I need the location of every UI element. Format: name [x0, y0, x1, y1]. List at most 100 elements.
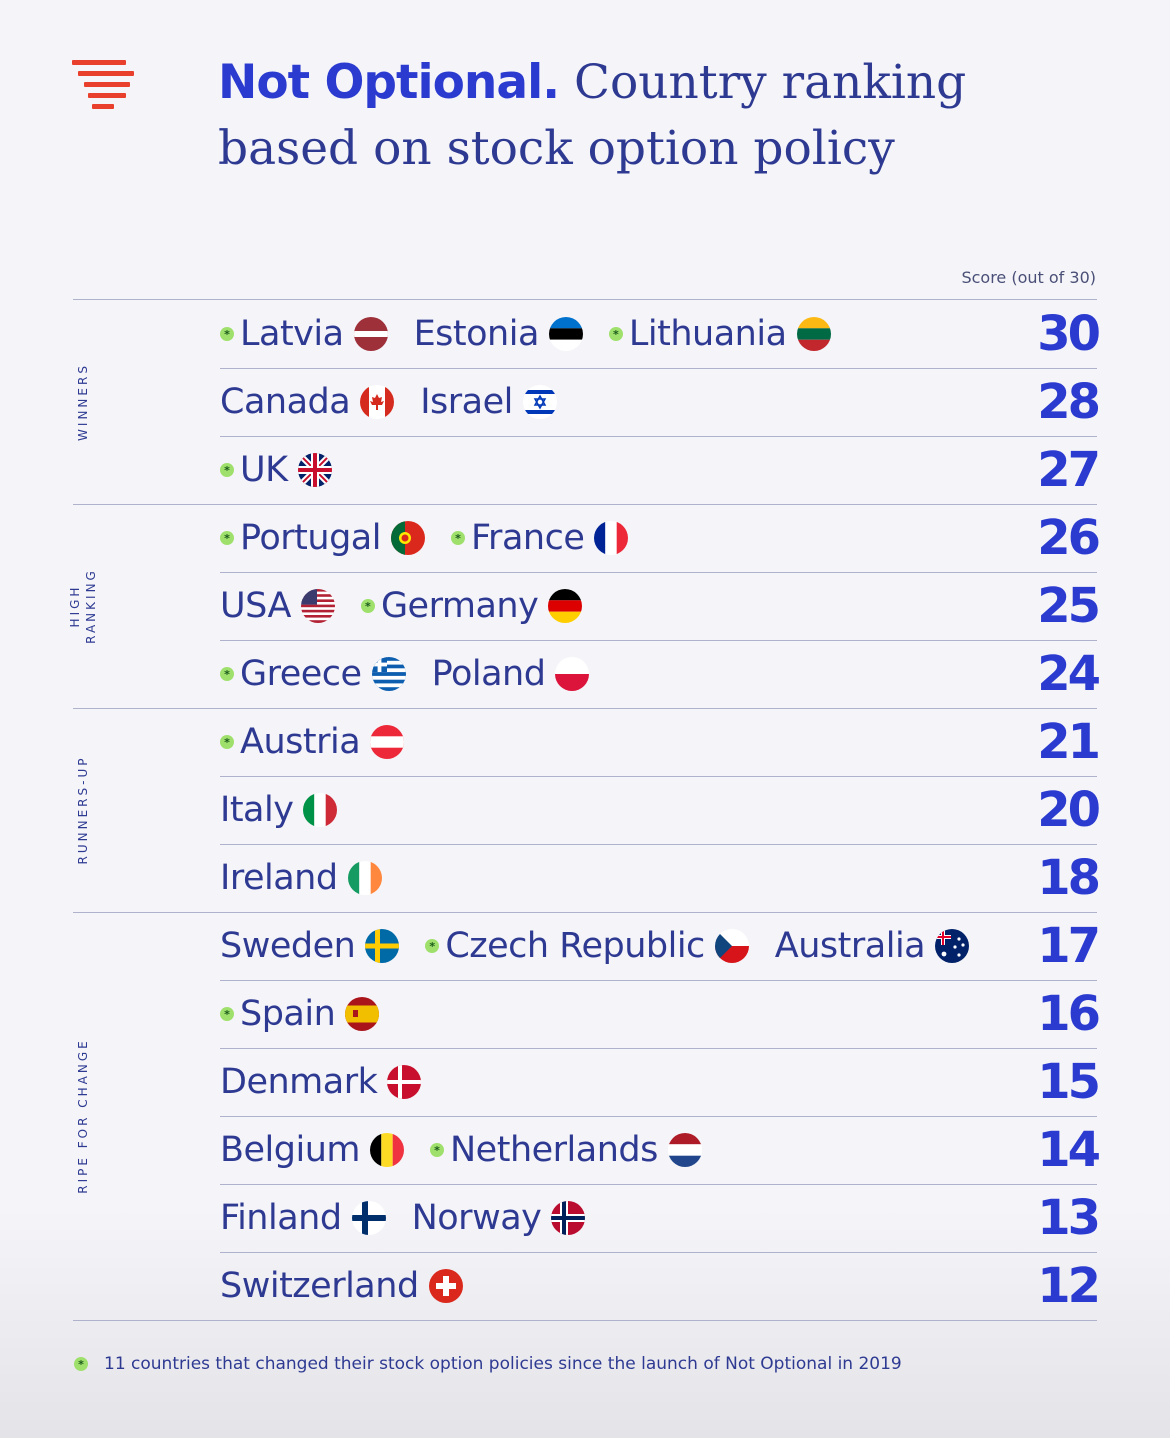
table-row: Italy 20: [220, 776, 1101, 844]
country-item: * UK: [220, 450, 332, 490]
spain-flag-icon: [345, 997, 380, 1031]
country-name: Canada: [220, 382, 351, 422]
page-title: Not Optional. Country ranking based on s…: [218, 50, 1118, 182]
score-value: 21: [1037, 714, 1101, 770]
table-row: Ireland 18: [220, 844, 1101, 912]
country-list: Denmark: [220, 1048, 447, 1116]
table-row: Sweden * Czech Republic Australia 17: [220, 912, 1101, 980]
title-bold: Not Optional.: [218, 55, 560, 110]
row-divider: [220, 368, 1097, 369]
score-value: 16: [1037, 986, 1101, 1042]
poland-flag-icon: [555, 657, 590, 691]
country-item: Estonia: [414, 314, 583, 354]
netherlands-flag-icon: [667, 1133, 702, 1167]
canada-flag-icon: [360, 385, 395, 419]
portugal-flag-icon: [390, 521, 425, 555]
title-line1: Country ranking: [559, 55, 967, 110]
country-name: Norway: [411, 1198, 542, 1238]
table-row: Belgium * Netherlands 14: [220, 1116, 1101, 1184]
score-column-header: Score (out of 30): [961, 268, 1096, 287]
country-item: Denmark: [220, 1062, 422, 1102]
latvia-flag-icon: [353, 317, 388, 351]
table-row: * UK 27: [220, 436, 1101, 504]
group-divider: [73, 708, 1097, 709]
star-icon: *: [360, 599, 375, 613]
country-item: Canada: [220, 382, 395, 422]
row-divider: [220, 1116, 1097, 1117]
country-item: * Germany: [360, 586, 583, 626]
country-item: * Austria: [220, 722, 405, 762]
score-value: 30: [1037, 306, 1101, 362]
country-list: Switzerland: [220, 1252, 489, 1320]
table-row: * Latvia Estonia * Lithuania 30: [220, 300, 1101, 368]
country-item: Australia: [775, 926, 970, 966]
group-divider: [73, 1320, 1097, 1321]
row-divider: [220, 572, 1097, 573]
country-item: * Czech Republic: [425, 926, 749, 966]
country-name: Finland: [220, 1198, 342, 1238]
czech-flag-icon: [714, 929, 749, 963]
table-row: Finland Norway 13: [220, 1184, 1101, 1252]
table-row: Denmark 15: [220, 1048, 1101, 1116]
country-list: Canada Israel: [220, 368, 583, 436]
country-name: Italy: [220, 790, 294, 830]
country-name: Spain: [240, 994, 336, 1034]
score-value: 18: [1037, 850, 1101, 906]
row-divider: [220, 1184, 1097, 1185]
group-label: HIGH RANKING: [68, 568, 98, 644]
star-icon: *: [74, 1357, 88, 1371]
country-list: Italy: [220, 776, 363, 844]
country-name: Ireland: [220, 858, 338, 898]
row-divider: [220, 640, 1097, 641]
country-list: * Portugal * France: [220, 504, 654, 572]
country-item: * Latvia: [220, 314, 388, 354]
lithuania-flag-icon: [796, 317, 831, 351]
country-item: Poland: [432, 654, 590, 694]
row-divider: [220, 844, 1097, 845]
table-row: * Portugal * France 26: [220, 504, 1101, 572]
country-name: USA: [220, 586, 291, 626]
israel-flag-icon: [522, 385, 557, 419]
country-name: Austria: [240, 722, 361, 762]
country-name: Belgium: [220, 1130, 361, 1170]
country-list: USA * Germany: [220, 572, 608, 640]
country-item: Italy: [220, 790, 338, 830]
table-row: USA * Germany 25: [220, 572, 1101, 640]
france-flag-icon: [594, 521, 629, 555]
table-row: * Spain 16: [220, 980, 1101, 1048]
row-divider: [220, 776, 1097, 777]
country-name: Israel: [420, 382, 513, 422]
logo-icon: [72, 60, 134, 110]
group-divider: [73, 299, 1097, 300]
country-name: Greece: [240, 654, 362, 694]
country-item: * Spain: [220, 994, 380, 1034]
row-divider: [220, 1252, 1097, 1253]
country-name: Portugal: [240, 518, 381, 558]
row-divider: [220, 436, 1097, 437]
country-item: Ireland: [220, 858, 382, 898]
star-icon: *: [220, 463, 234, 477]
country-item: Finland: [220, 1198, 386, 1238]
belgium-flag-icon: [370, 1133, 404, 1167]
table-row: Canada Israel 28: [220, 368, 1101, 436]
country-list: * Spain: [220, 980, 405, 1048]
star-icon: *: [220, 735, 234, 749]
country-list: * UK: [220, 436, 358, 504]
ireland-flag-icon: [347, 861, 382, 895]
usa-flag-icon: [300, 589, 335, 623]
star-icon: *: [220, 531, 234, 545]
norway-flag-icon: [551, 1201, 586, 1235]
country-name: Latvia: [240, 314, 344, 354]
germany-flag-icon: [548, 589, 583, 623]
footnote-text: 11 countries that changed their stock op…: [104, 1354, 902, 1374]
score-value: 15: [1037, 1054, 1101, 1110]
score-value: 12: [1037, 1258, 1101, 1314]
star-icon: *: [608, 327, 623, 341]
country-item: Israel: [420, 382, 557, 422]
country-list: * Latvia Estonia * Lithuania: [220, 300, 857, 368]
uk-flag-icon: [297, 453, 332, 487]
title-line2: based on stock option policy: [218, 121, 895, 176]
country-item: USA: [220, 586, 335, 626]
score-value: 20: [1037, 782, 1101, 838]
